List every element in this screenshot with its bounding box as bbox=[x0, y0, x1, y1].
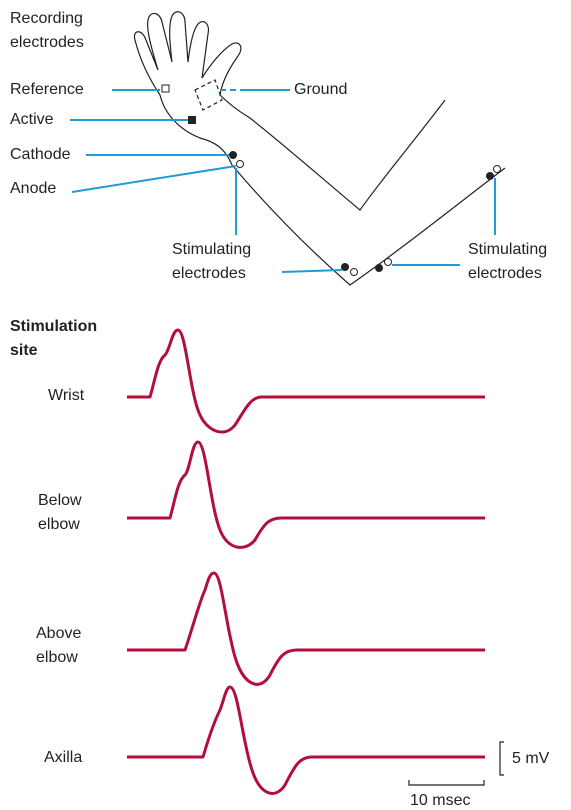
label: Reference bbox=[10, 81, 84, 98]
cathode-electrode bbox=[229, 151, 237, 159]
anode-electrode bbox=[236, 160, 244, 168]
stim-electrode bbox=[341, 263, 349, 271]
site-label: elbow bbox=[36, 649, 78, 666]
heading: Stimulation bbox=[10, 318, 97, 335]
stim-electrode bbox=[350, 268, 358, 276]
label: Recording bbox=[10, 10, 83, 27]
arm-drawing bbox=[133, 11, 506, 286]
site-label: Wrist bbox=[48, 387, 85, 404]
leader-lines bbox=[70, 89, 496, 273]
label: electrodes bbox=[468, 265, 542, 282]
site-label: Below bbox=[38, 492, 82, 509]
label: Cathode bbox=[10, 146, 71, 163]
scale-label: 5 mV bbox=[512, 750, 550, 767]
label: Active bbox=[10, 111, 54, 128]
waveform bbox=[127, 685, 485, 795]
amplitude-scale-bar bbox=[499, 741, 504, 776]
site-label: elbow bbox=[38, 516, 80, 533]
site-label: Above bbox=[36, 625, 81, 642]
label: electrodes bbox=[10, 34, 84, 51]
waveform bbox=[127, 328, 485, 434]
label: Ground bbox=[294, 81, 347, 98]
waveform bbox=[127, 571, 485, 686]
stim-electrode bbox=[375, 264, 383, 272]
label: electrodes bbox=[172, 265, 246, 282]
heading: site bbox=[10, 342, 38, 359]
waveform bbox=[127, 440, 485, 549]
label: Anode bbox=[10, 180, 56, 197]
label: Stimulating bbox=[172, 241, 251, 258]
stim-electrode bbox=[493, 165, 501, 173]
scale-label: 10 msec bbox=[410, 792, 470, 809]
active-electrode bbox=[188, 116, 196, 124]
stim-electrode bbox=[384, 258, 392, 266]
site-label: Axilla bbox=[44, 749, 82, 766]
label: Stimulating bbox=[468, 241, 547, 258]
reference-electrode bbox=[161, 84, 170, 93]
stim-electrode bbox=[486, 172, 494, 180]
time-scale-bar bbox=[408, 780, 485, 786]
